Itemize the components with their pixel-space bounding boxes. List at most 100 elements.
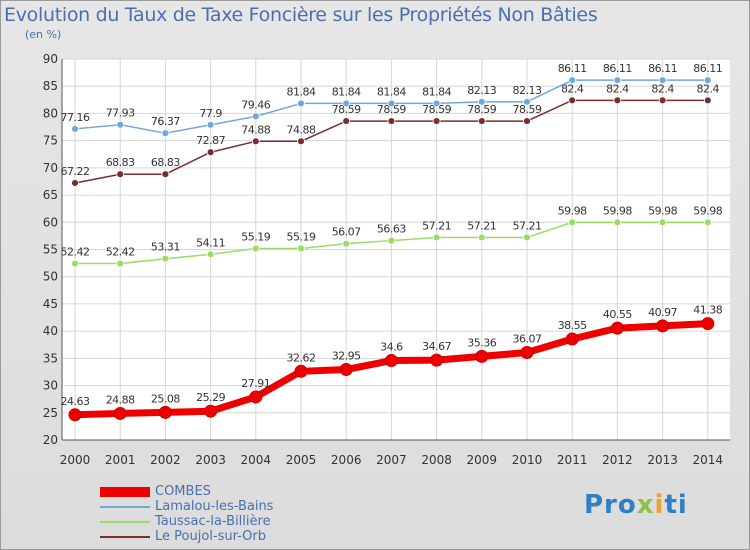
data-point <box>430 353 444 367</box>
data-label: 59.98 <box>603 204 632 217</box>
data-point <box>658 96 667 105</box>
data-label: 82.4 <box>561 82 584 95</box>
data-point <box>387 236 396 245</box>
y-tick-label: 55 <box>43 243 58 257</box>
x-tick-label: 2007 <box>376 453 407 467</box>
data-label: 59.98 <box>558 204 587 217</box>
data-point <box>116 170 125 179</box>
data-label: 74.88 <box>241 123 270 136</box>
data-point <box>610 321 624 335</box>
x-tick-label: 2003 <box>195 453 226 467</box>
data-label: 82.4 <box>606 82 629 95</box>
data-point <box>523 97 531 106</box>
data-point <box>251 244 260 253</box>
data-point <box>658 76 667 85</box>
y-tick-label: 40 <box>43 324 58 338</box>
legend-label: Taussac-la-Billière <box>155 514 271 529</box>
x-tick-label: 2000 <box>60 453 91 467</box>
legend-label: Le Poujol-sur-Orb <box>155 529 266 544</box>
data-point <box>161 170 170 179</box>
data-point <box>206 120 215 129</box>
data-label: 36.07 <box>513 333 542 346</box>
data-label: 78.59 <box>513 103 542 116</box>
data-point <box>251 137 260 146</box>
data-point <box>158 405 172 419</box>
legend-swatch <box>100 536 150 538</box>
y-tick-label: 90 <box>43 52 58 66</box>
data-label: 59.98 <box>648 204 677 217</box>
y-tick-label: 45 <box>43 297 58 311</box>
data-point <box>568 76 577 85</box>
data-label: 57.21 <box>513 219 542 232</box>
y-tick-label: 65 <box>43 188 58 202</box>
data-point <box>384 354 398 368</box>
data-point <box>71 259 79 268</box>
x-tick-label: 2006 <box>331 453 362 467</box>
data-point <box>477 117 486 126</box>
data-point <box>294 364 308 378</box>
data-label: 76.37 <box>151 115 180 128</box>
data-label: 34.67 <box>422 340 451 353</box>
data-label: 41.38 <box>693 304 722 317</box>
data-label: 86.11 <box>603 62 632 75</box>
data-label: 35.36 <box>467 336 496 349</box>
data-point <box>297 99 305 108</box>
data-label: 57.21 <box>467 219 496 232</box>
data-point <box>206 148 215 157</box>
legend-item: COMBES <box>100 484 400 499</box>
data-point <box>161 254 170 263</box>
y-tick-label: 75 <box>43 134 58 148</box>
data-point <box>342 99 351 108</box>
data-point <box>342 117 351 126</box>
y-tick-label: 20 <box>43 433 58 447</box>
data-point <box>432 233 441 242</box>
x-tick-label: 2014 <box>693 453 724 467</box>
data-point <box>568 218 577 227</box>
x-tick-label: 2008 <box>421 453 452 467</box>
proxiti-logo: Proxiti <box>584 490 688 520</box>
data-point <box>523 233 531 242</box>
data-label: 24.88 <box>106 393 135 406</box>
data-label: 52.42 <box>106 246 135 259</box>
data-label: 86.11 <box>648 62 677 75</box>
y-tick-label: 25 <box>43 406 58 420</box>
data-point <box>339 363 353 377</box>
data-point <box>565 332 579 346</box>
data-label: 34.6 <box>380 341 403 354</box>
data-label: 81.84 <box>377 85 406 98</box>
data-point <box>701 317 715 331</box>
data-point <box>432 99 441 108</box>
x-tick-label: 2002 <box>150 453 181 467</box>
y-tick-label: 80 <box>43 106 58 120</box>
data-label: 55.19 <box>241 230 270 243</box>
data-label: 32.95 <box>332 350 361 363</box>
x-tick-label: 2001 <box>105 453 136 467</box>
data-label: 40.97 <box>648 306 677 319</box>
data-label: 81.84 <box>422 85 451 98</box>
data-label: 82.4 <box>651 82 674 95</box>
data-point <box>71 179 79 187</box>
data-point <box>432 117 441 126</box>
y-tick-label: 30 <box>43 379 58 393</box>
x-tick-label: 2005 <box>286 453 317 467</box>
data-label: 74.88 <box>287 123 316 136</box>
legend-swatch <box>100 506 150 508</box>
data-point <box>251 112 260 121</box>
y-tick-label: 60 <box>43 215 58 229</box>
data-label: 82.13 <box>513 84 542 97</box>
legend-swatch <box>100 521 150 523</box>
data-point <box>703 218 712 227</box>
data-label: 57.21 <box>422 219 451 232</box>
data-point <box>204 404 218 418</box>
data-label: 56.07 <box>332 226 361 239</box>
data-point <box>297 137 305 146</box>
y-tick-label: 35 <box>43 351 58 365</box>
data-label: 52.42 <box>61 246 90 259</box>
data-label: 82.4 <box>697 82 720 95</box>
legend-label: Lamalou-les-Bains <box>155 499 274 514</box>
y-tick-label: 50 <box>43 270 58 284</box>
data-point <box>475 349 489 363</box>
data-label: 72.87 <box>196 134 225 147</box>
data-label: 77.9 <box>199 107 222 120</box>
data-label: 24.63 <box>61 395 90 408</box>
